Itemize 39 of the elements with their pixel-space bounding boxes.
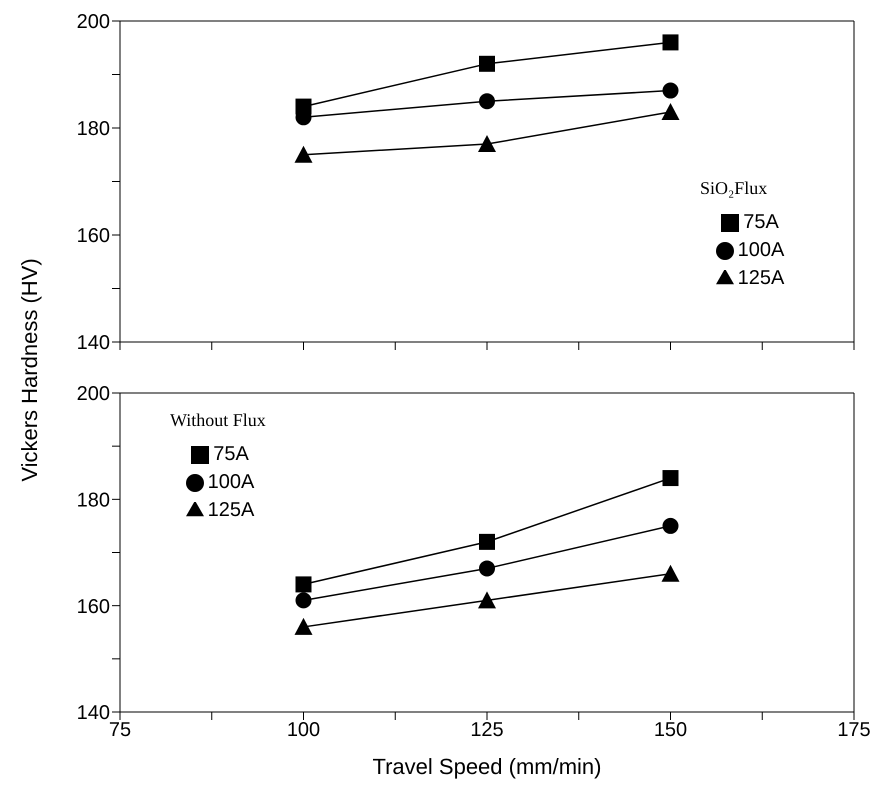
y-tick-label: 140	[76, 332, 110, 354]
y-tick-label: 180	[76, 489, 110, 512]
point	[478, 135, 496, 152]
legend-label: 75A	[213, 443, 249, 465]
point	[296, 576, 312, 592]
point	[479, 56, 495, 72]
legend-label: 100A	[208, 471, 254, 493]
x-tick-label: 75	[108, 719, 132, 742]
legend-label: 125A	[208, 499, 254, 521]
point	[294, 618, 312, 635]
point	[479, 93, 495, 110]
point	[479, 534, 495, 550]
point	[662, 82, 678, 99]
point	[662, 470, 678, 486]
point	[662, 102, 680, 120]
legend-label: 125A	[738, 267, 784, 289]
x-tick-label: 150	[654, 719, 688, 742]
point	[662, 564, 680, 582]
point	[478, 591, 496, 608]
x-axis-title: Travel Speed (mm/min)	[372, 754, 602, 779]
legend-title: Without Flux	[170, 410, 266, 431]
legend-label: 100A	[738, 239, 784, 261]
point	[294, 146, 312, 163]
point	[662, 518, 678, 534]
y-axis-title: Vickers Hardness (HV)	[17, 258, 43, 482]
y-tick-label: 200	[76, 11, 110, 34]
legend-label: 75A	[743, 211, 779, 233]
legend-title: SiO₂Flux	[700, 178, 768, 199]
x-tick-label: 100	[286, 719, 320, 742]
x-tick-label: 125	[470, 719, 504, 742]
y-tick-label: 160	[76, 596, 110, 618]
y-tick-label: 200	[76, 383, 110, 406]
y-tick-label: 180	[76, 118, 110, 140]
point	[479, 560, 495, 576]
point	[662, 34, 678, 50]
point	[296, 592, 312, 608]
y-tick-label: 140	[76, 702, 110, 724]
x-tick-label: 175	[837, 719, 871, 742]
y-tick-label: 160	[76, 225, 110, 248]
